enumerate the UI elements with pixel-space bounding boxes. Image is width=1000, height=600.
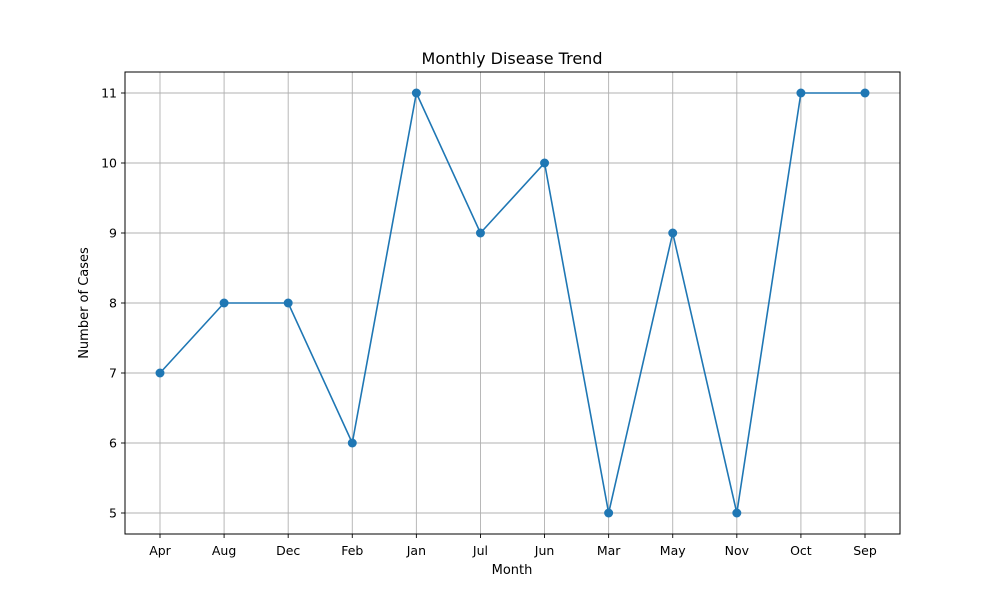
chart-title: Monthly Disease Trend <box>422 49 603 68</box>
y-tick-label: 9 <box>109 226 117 241</box>
x-tick-label: Sep <box>853 543 877 558</box>
axis-ticks: Apr Aug Dec Feb Jan Jul Jun Mar May Nov Oct Sep 5 6 7 8… <box>101 86 877 559</box>
x-tick-label: Apr <box>149 543 171 558</box>
x-tick-label: Jul <box>472 543 488 558</box>
x-tick-label: Nov <box>725 543 750 558</box>
y-tick-label: 7 <box>109 366 117 381</box>
plot-frame <box>124 71 901 535</box>
x-tick-label: Dec <box>276 543 300 558</box>
y-tick-label: 6 <box>109 436 117 451</box>
y-tick-label: 11 <box>101 86 117 101</box>
x-tick-label: Mar <box>597 543 621 558</box>
data-point <box>604 508 614 518</box>
series-line <box>159 90 865 514</box>
data-point <box>347 438 357 448</box>
y-tick-label: 5 <box>109 506 117 521</box>
grid-lines <box>125 72 900 534</box>
data-point <box>219 298 229 308</box>
data-point <box>283 298 293 308</box>
data-point <box>860 88 870 98</box>
data-point <box>411 88 421 98</box>
x-tick-label: Feb <box>341 543 363 558</box>
data-point <box>668 228 678 238</box>
x-tick-label: Jun <box>534 543 555 558</box>
data-point <box>475 228 485 238</box>
x-tick-label: Aug <box>212 543 236 558</box>
x-tick-label: May <box>660 543 686 558</box>
y-axis-label: Number of Cases <box>77 247 92 359</box>
x-tick-label: Jan <box>406 543 426 558</box>
x-axis-label: Month <box>492 563 533 578</box>
data-point <box>796 88 806 98</box>
data-point <box>732 508 742 518</box>
series-layer <box>155 88 870 518</box>
data-point <box>540 158 550 168</box>
y-tick-label: 8 <box>109 296 117 311</box>
x-tick-label: Oct <box>790 543 812 558</box>
y-tick-label: 10 <box>101 156 117 171</box>
data-point <box>155 368 165 378</box>
